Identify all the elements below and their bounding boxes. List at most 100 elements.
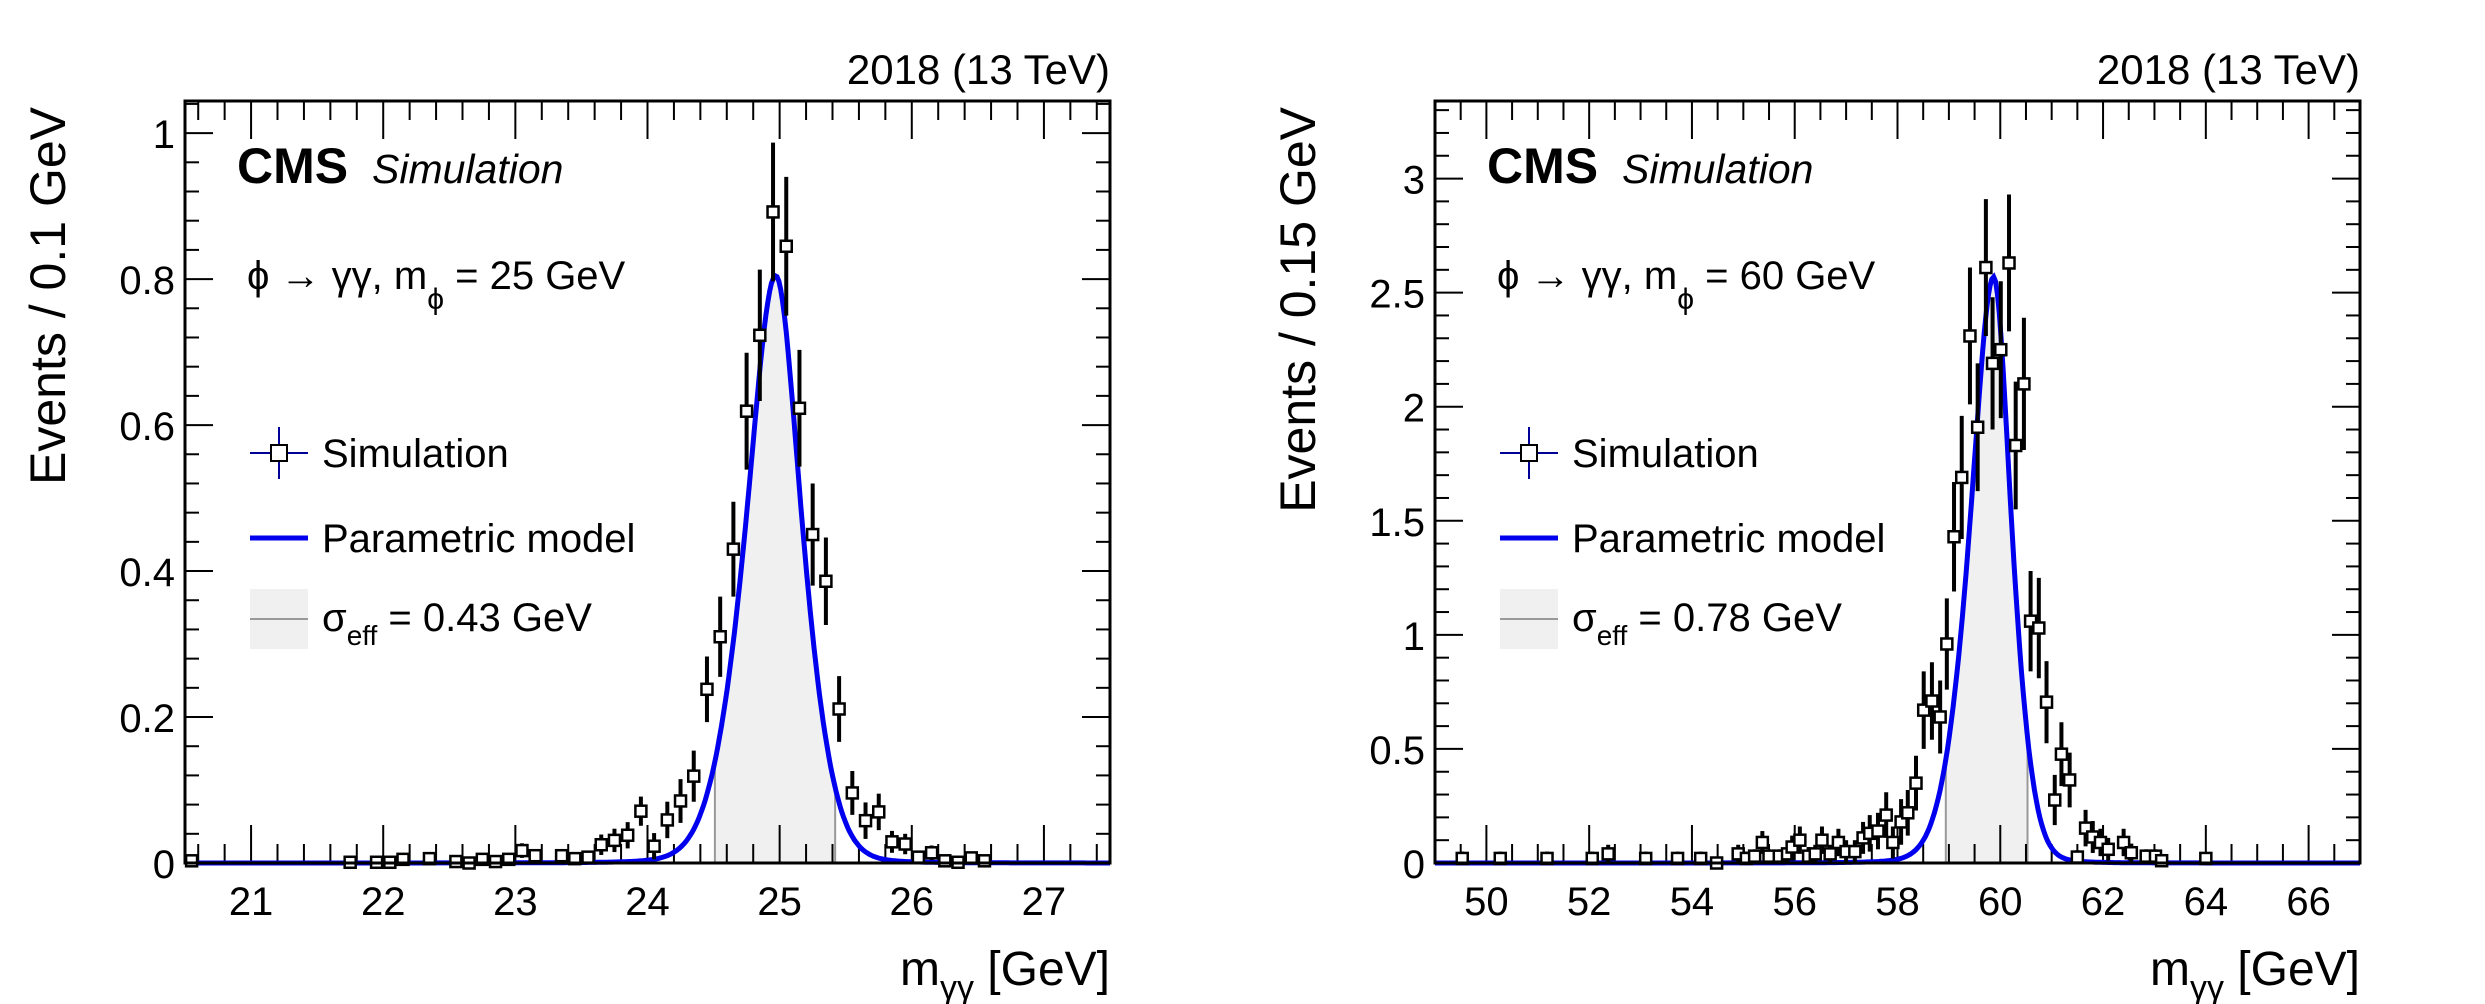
point-marker <box>647 839 661 853</box>
point-marker <box>1963 329 1977 343</box>
simulation-point <box>766 142 780 282</box>
simulation-point <box>2093 828 2108 857</box>
y-tick-label: 1.5 <box>1369 501 1425 545</box>
y-axis-label: Events / 0.1 GeV <box>20 106 76 485</box>
y-tick-label: 0.6 <box>119 405 175 449</box>
point-marker <box>660 813 675 827</box>
y-tick-label: 0 <box>153 843 175 887</box>
point-marker <box>739 404 754 418</box>
cms-label: CMS Simulation <box>1487 138 1813 194</box>
legend-label-sigma-eff: σeff = 0.43 GeV <box>322 596 592 651</box>
x-tick-label: 62 <box>2081 880 2126 924</box>
point-marker <box>2039 695 2054 709</box>
simulation-point <box>819 537 833 626</box>
point-marker <box>594 838 608 852</box>
x-axis-label-main: m <box>900 943 940 996</box>
parametric-model-curve <box>185 272 1110 866</box>
legend-entry-model: Parametric model <box>1500 517 1885 561</box>
simulation-point <box>924 845 939 861</box>
x-tick-label: 54 <box>1670 880 1715 924</box>
simulation-point <box>647 833 661 860</box>
simulation-point <box>1831 828 1846 857</box>
point-marker <box>1901 806 1915 820</box>
simulation-point <box>2154 853 2169 868</box>
x-tick-label: 52 <box>1567 880 1612 924</box>
point-marker <box>885 835 899 849</box>
point-marker <box>1785 840 1799 854</box>
sigma-symbol: σ <box>322 596 347 640</box>
x-axis-label: mγγ [GeV] <box>900 943 1110 1004</box>
simulation-point <box>1985 297 2000 430</box>
simulation-point <box>1994 281 2008 419</box>
process-label-prefix: ϕ → γγ, m <box>1497 254 1677 298</box>
point-marker <box>1755 835 1770 850</box>
point-marker <box>766 205 780 219</box>
process-label: ϕ → γγ, mϕ = 60 GeV <box>1497 254 1876 316</box>
simulation-point <box>1808 844 1823 863</box>
point-marker <box>2154 853 2169 868</box>
point-marker <box>2008 438 2023 453</box>
point-marker <box>1985 356 2000 371</box>
point-marker <box>634 804 648 818</box>
legend-label-model: Parametric model <box>322 517 635 561</box>
x-tick-label: 56 <box>1772 880 1817 924</box>
model-curve-layer <box>1435 272 2360 866</box>
point-marker <box>2101 842 2115 857</box>
plot-frame <box>183 99 1112 865</box>
simulation-point <box>1909 755 1923 811</box>
point-marker <box>2023 614 2038 628</box>
legend-marker-points <box>1500 427 1558 479</box>
simulation-point <box>594 834 608 855</box>
x-tick-label: 66 <box>2286 880 2331 924</box>
y-tick-labels: 0 0.5 1 1.5 2 2.5 3 <box>1369 159 1425 887</box>
point-marker <box>1823 847 1837 861</box>
point-marker <box>1947 530 1961 544</box>
simulation-point <box>845 771 860 815</box>
simulation-point <box>1747 849 1762 863</box>
x-tick-label: 22 <box>361 880 406 924</box>
point-marker <box>1815 833 1829 847</box>
point-marker <box>475 852 490 867</box>
point-marker <box>554 848 569 863</box>
point-marker <box>977 854 992 868</box>
legend: Simulation Parametric model σeff = 0.43 … <box>250 427 635 651</box>
simulation-point <box>1963 267 1977 405</box>
simulation-point <box>1793 826 1807 854</box>
process-label-prefix: ϕ → γγ, m <box>247 254 427 298</box>
lumi-label: 2018 (13 TeV) <box>2097 46 2360 93</box>
simulation-point <box>1601 844 1615 863</box>
x-tick-labels: 21 22 23 24 25 26 27 <box>229 880 1066 924</box>
simulation-point <box>2017 317 2031 451</box>
point-marker <box>1979 260 1993 275</box>
y-tick-label: 0.5 <box>1369 729 1425 773</box>
simulation-point <box>581 850 595 864</box>
point-marker <box>700 682 714 697</box>
simulation-point <box>1823 844 1837 863</box>
simulation-point <box>2039 661 2054 744</box>
sigma-eff-band <box>714 275 836 863</box>
y-axis-label: Events / 0.15 GeV <box>1270 106 1326 512</box>
point-marker <box>832 702 846 716</box>
point-marker <box>2062 773 2077 787</box>
simulation-point <box>1879 792 1893 838</box>
simulation-point <box>713 596 727 677</box>
simulation-point <box>885 830 899 853</box>
point-marker <box>1970 420 1985 434</box>
point-marker <box>2124 845 2139 860</box>
point-marker <box>502 852 516 867</box>
experiment-sublabel: Simulation <box>1622 146 1813 192</box>
legend-entry-sigma-eff: σeff = 0.78 GeV <box>1500 589 1842 651</box>
simulation-points-layer <box>184 142 992 870</box>
legend-entry-simulation: Simulation <box>250 427 509 479</box>
point-marker <box>620 828 635 843</box>
point-marker <box>1909 776 1923 790</box>
simulation-point <box>1871 812 1885 850</box>
x-tick-label: 23 <box>493 880 538 924</box>
simulation-point <box>1925 662 1939 740</box>
simulation-point <box>753 269 767 401</box>
point-marker <box>528 848 542 863</box>
simulation-point <box>1947 482 1961 592</box>
y-tick-label: 0 <box>1403 843 1425 887</box>
simulation-point <box>898 833 912 855</box>
